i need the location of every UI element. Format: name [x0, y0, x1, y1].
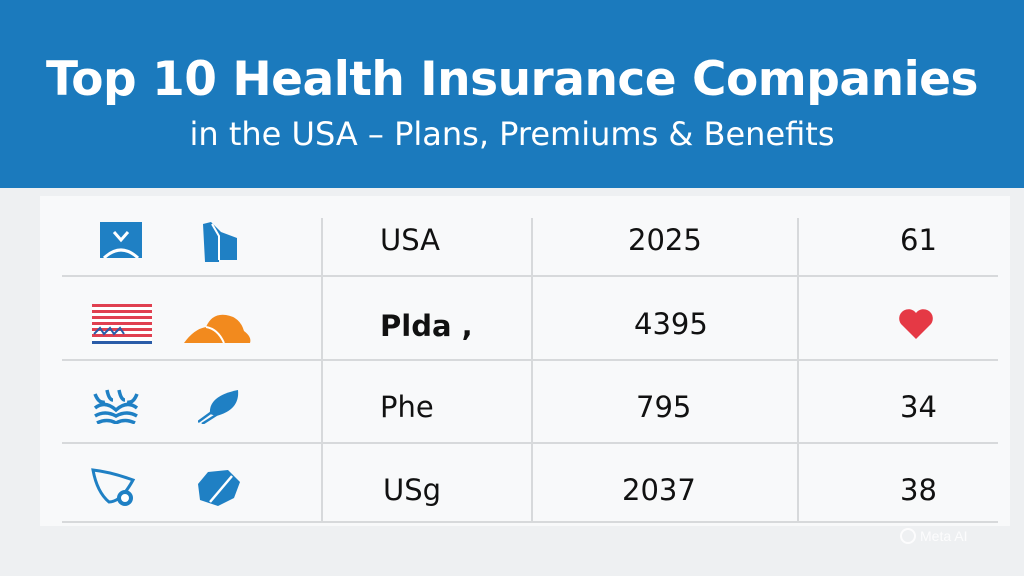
blue-shield-icon — [91, 468, 136, 506]
blue-hexagon-icon — [198, 470, 240, 506]
blue-square-logo-icon — [100, 222, 142, 258]
cell-value: 61 — [900, 223, 937, 257]
cell-value: 34 — [900, 390, 937, 424]
cell-number: 4395 — [634, 307, 708, 341]
cell-number: 2025 — [628, 223, 702, 257]
page-subtitle: in the USA – Plans, Premiums & Benefits — [189, 115, 835, 153]
column-divider — [797, 218, 799, 522]
cell-label: USg — [383, 473, 442, 507]
row-divider — [62, 275, 998, 277]
cell-number: 795 — [636, 390, 692, 424]
page-title: Top 10 Health Insurance Companies — [45, 52, 979, 107]
watermark-text: Meta AI — [920, 528, 968, 544]
us-flag-icon — [92, 304, 152, 344]
blue-building-icon — [203, 222, 237, 262]
row-divider — [62, 359, 998, 361]
blue-leaf-icon — [198, 390, 239, 424]
column-divider — [321, 218, 323, 522]
cell-number: 2037 — [622, 473, 696, 507]
cell-label: Phe — [380, 390, 434, 424]
column-divider — [531, 218, 533, 522]
table-panel — [40, 196, 1010, 526]
cell-label: Plda , — [380, 309, 473, 343]
watermark: Meta AI — [900, 528, 967, 544]
row-divider — [62, 442, 998, 444]
row-divider — [62, 521, 998, 523]
blue-wave-icon — [93, 389, 139, 424]
orange-mountain-icon — [184, 314, 251, 343]
heart-icon — [899, 309, 933, 339]
cell-value: 38 — [900, 473, 937, 507]
header-banner: Top 10 Health Insurance Companies in the… — [0, 0, 1024, 188]
meta-ai-logo-icon — [900, 528, 916, 544]
cell-label: USA — [380, 223, 441, 257]
